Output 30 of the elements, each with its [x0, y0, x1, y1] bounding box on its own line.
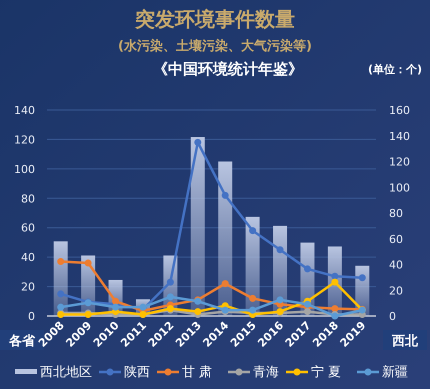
y2-tick-label: 40	[389, 258, 403, 272]
legend-label: 青海	[253, 365, 279, 380]
y-tick-label: 40	[21, 251, 35, 264]
legend-label: 宁 夏	[311, 364, 342, 380]
y2-tick-label: 100	[389, 181, 410, 194]
y2-axis-title: 西北	[391, 334, 419, 349]
y-tick-label: 120	[14, 133, 35, 146]
y-tick-label: 100	[14, 162, 35, 176]
y-tick-label: 80	[21, 192, 35, 206]
legend-label: 西北地区	[40, 365, 92, 380]
axis-title: 西北	[383, 330, 427, 350]
y2-tick-label: 60	[389, 232, 403, 246]
y-axis-title: 各省	[8, 334, 36, 349]
y2-tick-label: 0	[389, 310, 396, 323]
y2-tick-label: 160	[389, 104, 410, 117]
legend-label: 陕西	[124, 365, 150, 380]
y-tick-label: 140	[14, 104, 35, 117]
y2-tick-label: 80	[389, 207, 403, 220]
text: 《中国环境统计年鉴》	[153, 60, 303, 78]
y2-tick-label: 140	[389, 130, 410, 143]
chart-title: 突发环境事件数量	[134, 7, 295, 31]
y-tick-label: 20	[21, 280, 35, 294]
y-tick-label: 60	[21, 222, 35, 235]
chart-subtitle: (水污染、土壤污染、大气污染等)	[118, 38, 312, 54]
text: (单位：个)	[368, 63, 422, 76]
legend-label: 甘 肃	[182, 365, 212, 380]
y2-tick-label: 20	[389, 284, 403, 298]
y2-tick-label: 120	[389, 156, 410, 168]
y-tick-label: 0	[28, 310, 35, 323]
legend-label: 新疆	[382, 365, 408, 380]
